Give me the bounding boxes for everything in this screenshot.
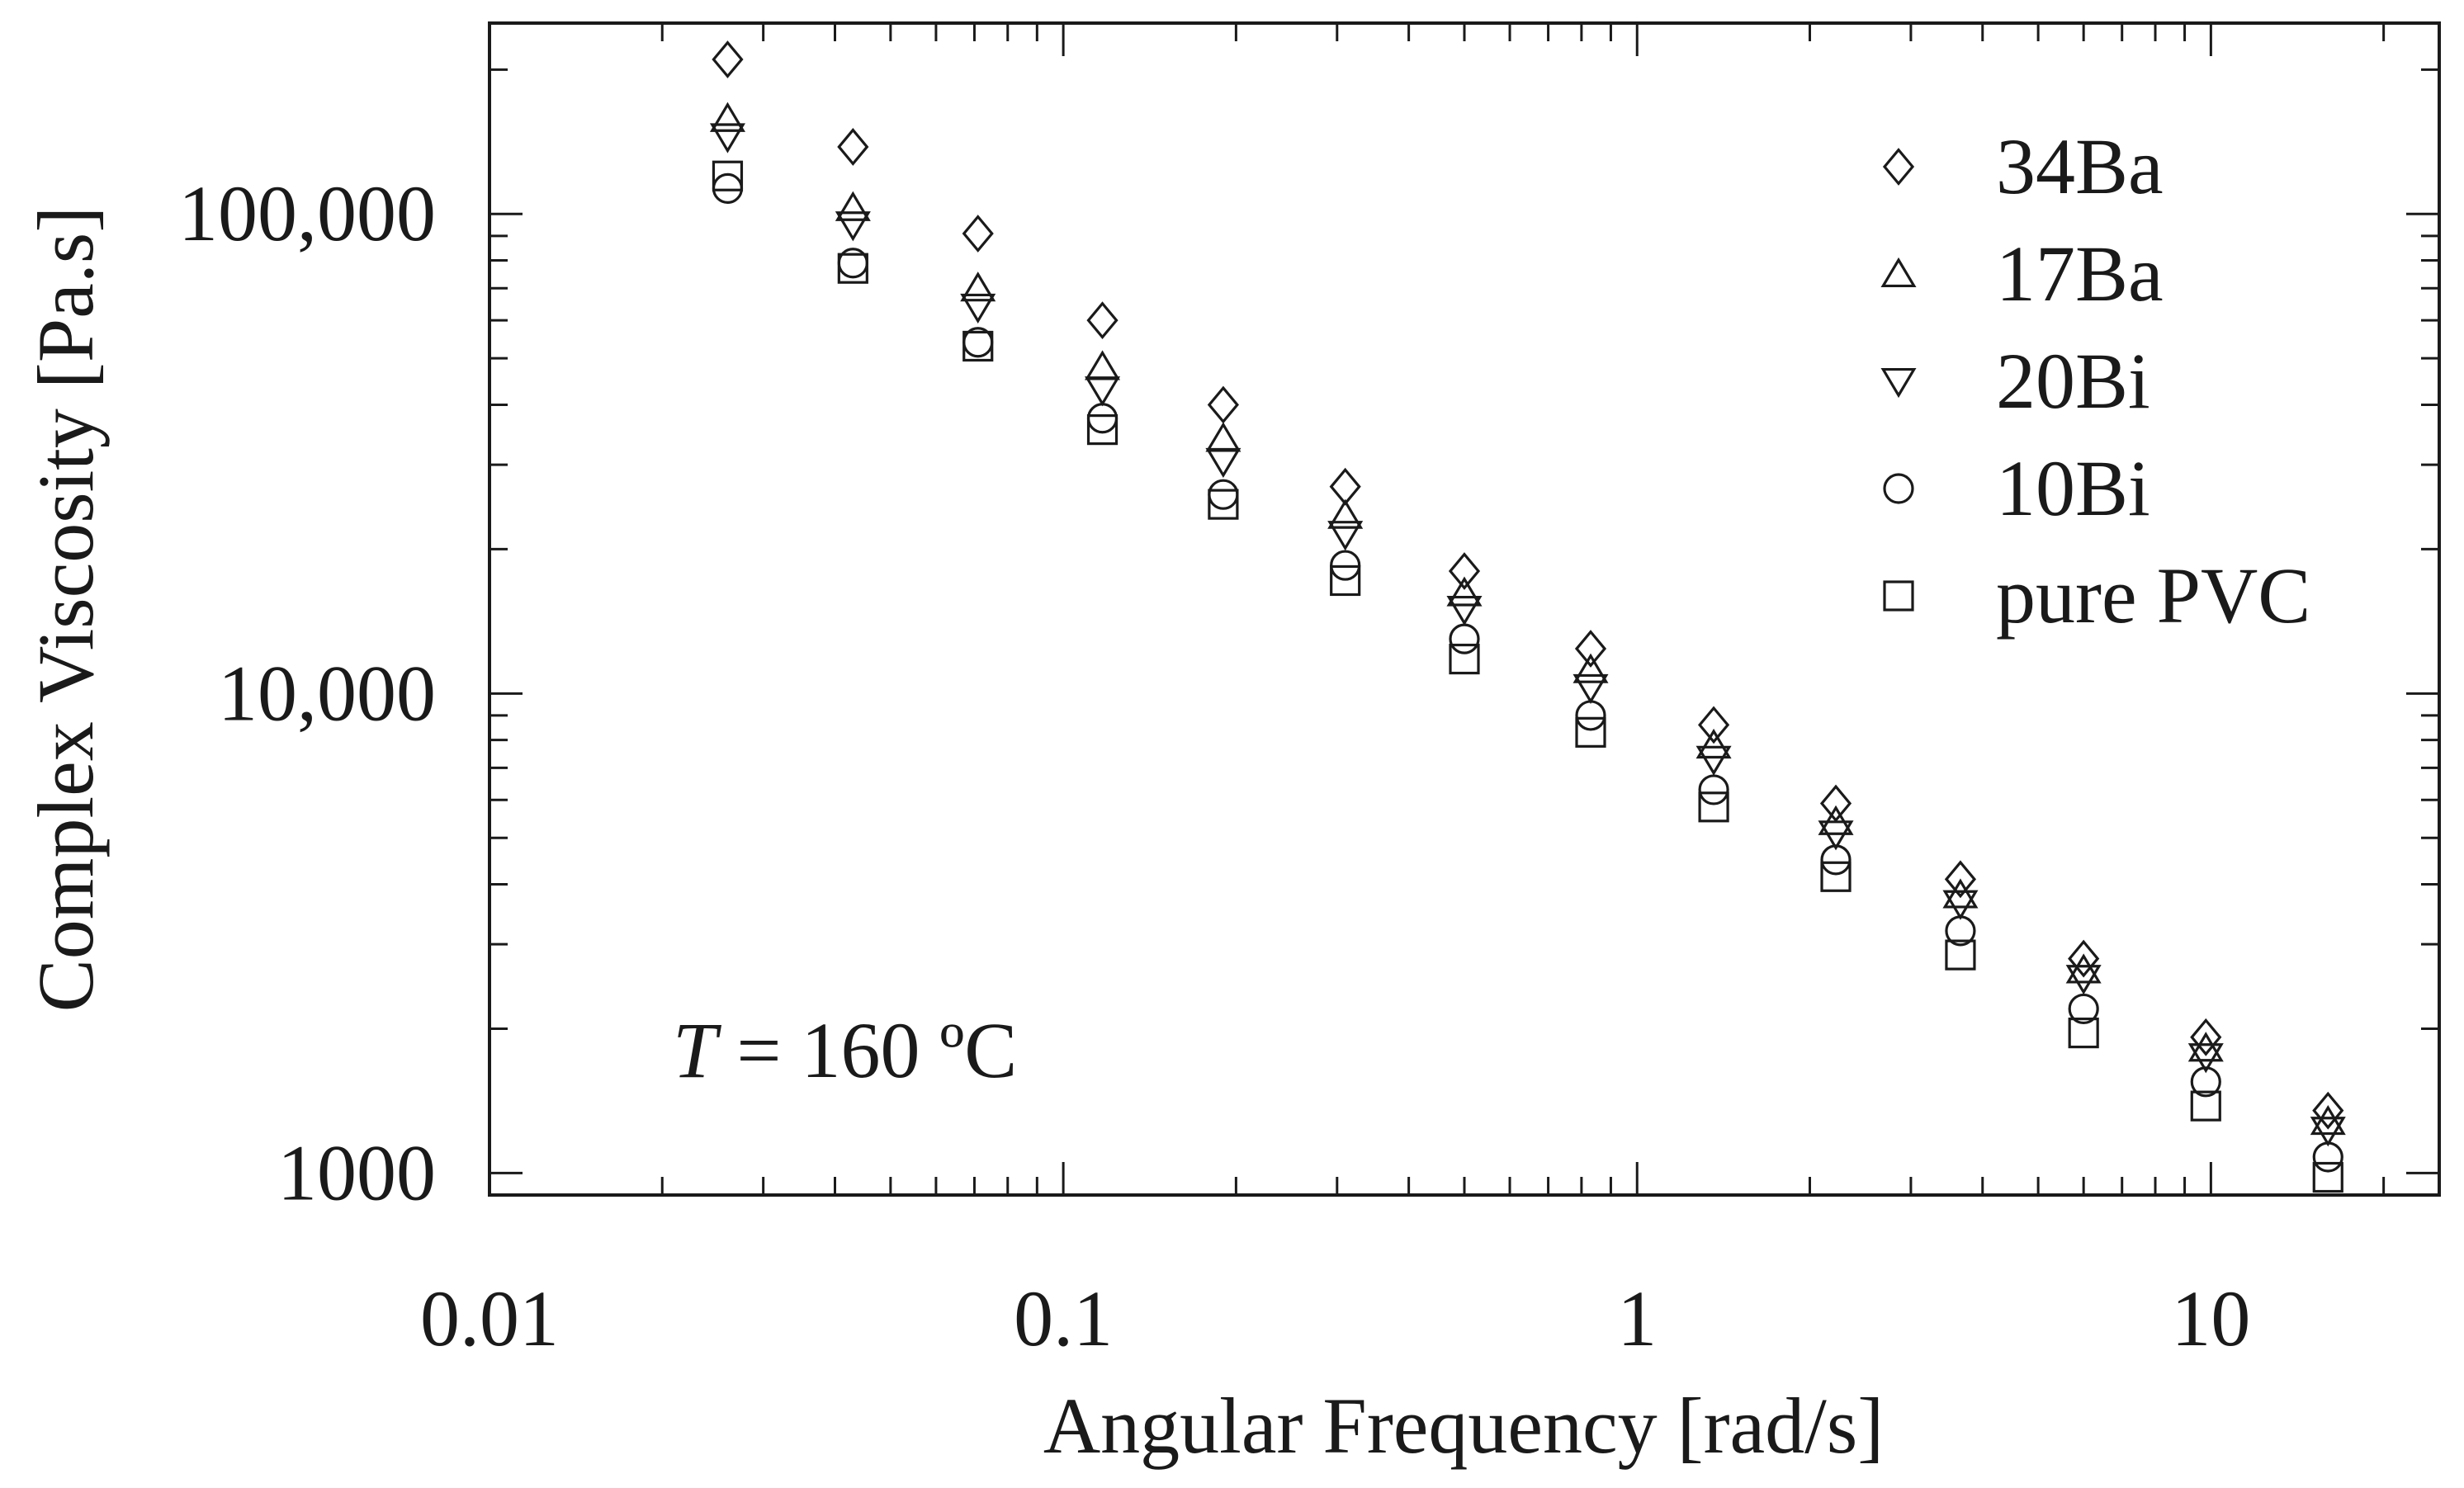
data-point-20bi [1942,890,1979,920]
data-point-10bi [1086,403,1118,434]
x-tick-label: 1 [1617,1274,1657,1363]
temperature-annotation: T = 160 ºC [673,1006,1017,1094]
data-point-pure-pvc [1945,939,1976,971]
data-point-34ba [712,40,744,78]
y-tick-label: 10,000 [218,649,436,737]
data-point-20bi [835,211,871,242]
data-point-10bi [1330,550,1361,581]
legend-marker-17ba [1880,257,1917,288]
data-point-10bi [1449,623,1480,654]
data-point-pure-pvc [1086,413,1118,446]
data-markers [709,40,2346,1193]
x-tick-label: 0.1 [1014,1274,1113,1363]
data-point-10bi [712,172,744,204]
data-point-17ba [1205,422,1241,452]
data-point-17ba [1695,728,1732,759]
data-point-10bi [2312,1141,2343,1173]
data-point-34ba [1086,301,1118,340]
data-point-20bi [2310,1117,2346,1147]
data-point-17ba [1573,653,1609,683]
data-point-20bi [1205,447,1241,479]
x-axis-ticks: 0.01 0.1 1 10 [420,23,2386,1363]
data-point-pure-pvc [1820,861,1852,892]
data-point-10bi [2068,993,2099,1025]
y-axis-ticks: 1000 10,000 100,000 [178,68,2439,1216]
y-tick-label: 100,000 [178,169,436,257]
data-point-10bi [2190,1066,2221,1098]
legend-label-17ba: 17Ba [1996,229,2164,318]
legend: 34Ba 17Ba 20Bi 10Bi pure PVC [1880,122,2310,640]
series-34ba [712,40,2344,1130]
data-point-20bi [1695,745,1732,776]
data-point-20bi [1446,595,1483,626]
y-tick-label: 1000 [277,1128,436,1216]
data-point-34ba [1207,385,1239,424]
data-point-17ba [960,272,996,302]
series-17ba [709,102,2346,1136]
data-point-pure-pvc [2190,1090,2221,1122]
data-point-pure-pvc [1575,716,1606,748]
data-point-pure-pvc [2068,1017,2099,1049]
data-point-34ba [2190,1018,2222,1056]
data-point-17ba [835,191,871,221]
data-point-10bi [962,327,994,358]
x-tick-label: 10 [2171,1274,2250,1363]
x-tick-label: 0.01 [420,1274,559,1363]
data-point-20bi [2065,965,2102,995]
data-point-34ba [1944,860,1977,899]
data-point-20bi [1085,376,1121,407]
x-axis-label: Angular Frequency [rad/s] [1043,1382,1884,1470]
data-point-20bi [960,293,996,324]
data-point-20bi [1327,521,1364,551]
data-point-pure-pvc [1330,564,1361,597]
data-point-10bi [1698,774,1729,805]
legend-label-20bi: 20Bi [1996,337,2150,425]
annotation-text: = 160 ºC [716,1006,1017,1094]
data-point-17ba [1818,805,1854,835]
data-point-34ba [1329,467,1361,506]
data-point-34ba [1819,784,1852,823]
data-point-20bi [709,123,745,154]
series-20bi [709,123,2346,1147]
data-point-17ba [2310,1104,2346,1136]
annotation-symbol: T [673,1006,722,1094]
data-point-pure-pvc [712,160,744,191]
y-axis-label: Complex Viscosity [Pa.s] [21,206,110,1012]
data-point-pure-pvc [1208,489,1239,520]
legend-label-10bi: 10Bi [1996,444,2150,532]
legend-marker-10bi [1883,473,1914,504]
legend-label-pure-pvc: pure PVC [1996,551,2310,640]
data-point-34ba [2068,939,2100,978]
data-point-34ba [1448,552,1481,590]
data-point-17ba [1446,576,1483,607]
data-point-17ba [1327,498,1364,529]
data-point-34ba [2312,1091,2344,1130]
data-point-pure-pvc [1449,643,1480,675]
data-point-20bi [1573,673,1609,704]
data-point-34ba [962,215,994,253]
data-point-10bi [837,248,868,279]
data-point-10bi [1575,700,1606,731]
data-point-17ba [709,102,745,132]
data-point-34ba [1574,630,1607,668]
legend-label-34ba: 34Ba [1996,122,2164,210]
data-point-pure-pvc [2312,1161,2343,1193]
data-point-10bi [1208,479,1239,510]
data-point-34ba [837,128,869,166]
data-point-17ba [2065,953,2102,984]
data-point-17ba [2187,1032,2224,1062]
legend-marker-34ba [1882,148,1915,186]
data-point-17ba [1085,350,1121,380]
legend-marker-pure-pvc [1883,580,1914,612]
data-point-pure-pvc [1698,791,1729,823]
data-point-34ba [1697,706,1730,744]
data-point-17ba [1942,878,1979,909]
data-point-20bi [2187,1043,2224,1074]
legend-marker-20bi [1880,367,1917,399]
